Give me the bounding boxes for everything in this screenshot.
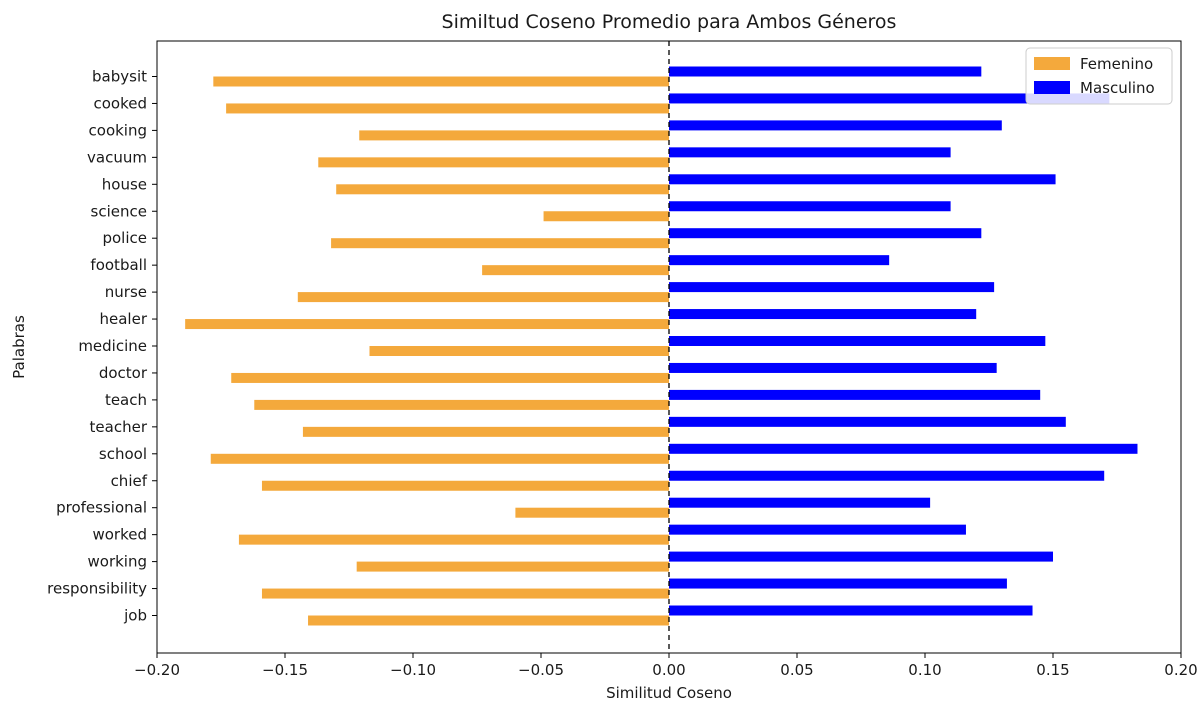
bar-femenino-worked bbox=[238, 534, 670, 545]
bar-femenino-chief bbox=[261, 480, 669, 491]
y-tick-label-cooked: cooked bbox=[93, 94, 147, 112]
bar-masculino-football bbox=[669, 255, 890, 266]
x-tick-label: 0.20 bbox=[1164, 661, 1197, 679]
y-tick-label-chief: chief bbox=[111, 472, 148, 490]
y-tick-label-science: science bbox=[91, 202, 147, 220]
x-tick-label: 0.00 bbox=[652, 661, 685, 679]
y-tick-label-healer: healer bbox=[100, 310, 148, 328]
bar-femenino-responsibility bbox=[261, 588, 669, 599]
chart-title: Similtud Coseno Promedio para Ambos Géne… bbox=[442, 11, 897, 33]
y-tick-label-police: police bbox=[102, 229, 147, 247]
bar-femenino-babysit bbox=[213, 76, 669, 87]
bar-femenino-school bbox=[210, 453, 669, 464]
bar-masculino-cooked bbox=[669, 93, 1110, 104]
bar-masculino-teach bbox=[669, 389, 1041, 400]
bar-femenino-science bbox=[543, 211, 669, 222]
y-tick-label-school: school bbox=[99, 445, 147, 463]
legend: Femenino Masculino bbox=[1025, 47, 1173, 105]
y-tick-label-cooking: cooking bbox=[89, 121, 147, 139]
bar-femenino-doctor bbox=[231, 372, 670, 383]
bar-femenino-job bbox=[308, 615, 669, 626]
bar-femenino-cooked bbox=[226, 103, 669, 114]
y-tick-label-job: job bbox=[123, 607, 147, 625]
y-tick-label-worked: worked bbox=[92, 526, 147, 544]
bar-femenino-teacher bbox=[302, 426, 669, 437]
legend-swatch-femenino bbox=[1034, 57, 1070, 70]
x-axis-label: Similitud Coseno bbox=[606, 684, 732, 702]
bar-femenino-nurse bbox=[297, 292, 669, 303]
legend-label-femenino: Femenino bbox=[1080, 55, 1153, 73]
bar-masculino-doctor bbox=[669, 362, 997, 373]
bar-masculino-police bbox=[669, 228, 982, 239]
x-tick-label: 0.10 bbox=[908, 661, 941, 679]
y-tick-label-professional: professional bbox=[56, 499, 147, 517]
x-tick-label: −0.10 bbox=[390, 661, 436, 679]
y-tick-label-teacher: teacher bbox=[90, 418, 148, 436]
y-tick-labels: babysit cooked cooking vacuum house science po… bbox=[47, 68, 157, 625]
bar-femenino-working bbox=[356, 561, 669, 572]
bar-masculino-house bbox=[669, 174, 1056, 185]
bar-femenino-medicine bbox=[369, 346, 669, 356]
y-tick-label-medicine: medicine bbox=[78, 337, 147, 355]
bar-masculino-worked bbox=[669, 524, 966, 535]
bar-masculino-responsibility bbox=[669, 578, 1007, 589]
x-tick-label: −0.20 bbox=[134, 661, 180, 679]
y-axis-label: Palabras bbox=[10, 315, 28, 379]
bar-masculino-vacuum bbox=[669, 147, 951, 158]
y-tick-label-football: football bbox=[90, 256, 147, 274]
bar-femenino-teach bbox=[254, 399, 669, 410]
bar-masculino-teacher bbox=[669, 416, 1066, 427]
bar-femenino-cooking bbox=[359, 130, 669, 141]
x-tick-label: −0.15 bbox=[262, 661, 308, 679]
y-tick-label-working: working bbox=[88, 553, 148, 571]
bar-femenino-house bbox=[336, 184, 669, 195]
y-tick-label-babysit: babysit bbox=[92, 68, 147, 86]
y-tick-label-responsibility: responsibility bbox=[47, 580, 147, 598]
plot-area bbox=[185, 41, 1138, 653]
legend-swatch-masculino bbox=[1034, 81, 1070, 94]
bar-femenino-healer bbox=[185, 319, 669, 330]
bar-masculino-school bbox=[669, 443, 1138, 454]
bar-femenino-professional bbox=[515, 507, 669, 518]
bar-femenino-vacuum bbox=[318, 157, 669, 168]
y-tick-label-nurse: nurse bbox=[105, 283, 147, 301]
bar-masculino-healer bbox=[669, 309, 977, 320]
bar-masculino-working bbox=[669, 551, 1053, 562]
bar-masculino-cooking bbox=[669, 120, 1002, 131]
bar-masculino-babysit bbox=[669, 66, 982, 77]
y-tick-label-doctor: doctor bbox=[99, 364, 148, 382]
x-tick-labels: −0.20 −0.15 −0.10 −0.05 0.00 0.05 0.10 0.15 0.20 bbox=[134, 653, 1198, 679]
bar-masculino-medicine bbox=[669, 336, 1046, 346]
x-tick-label: 0.15 bbox=[1036, 661, 1069, 679]
y-tick-label-teach: teach bbox=[105, 391, 147, 409]
bar-masculino-chief bbox=[669, 470, 1105, 481]
x-tick-label: −0.05 bbox=[518, 661, 564, 679]
x-tick-label: 0.05 bbox=[780, 661, 813, 679]
bar-masculino-job bbox=[669, 605, 1033, 616]
y-tick-label-vacuum: vacuum bbox=[87, 148, 147, 166]
bar-femenino-police bbox=[331, 238, 669, 249]
bar-masculino-science bbox=[669, 201, 951, 212]
bar-masculino-nurse bbox=[669, 282, 995, 293]
legend-label-masculino: Masculino bbox=[1080, 79, 1155, 97]
bar-femenino-football bbox=[482, 265, 669, 276]
bar-masculino-professional bbox=[669, 497, 931, 508]
y-tick-label-house: house bbox=[102, 175, 147, 193]
